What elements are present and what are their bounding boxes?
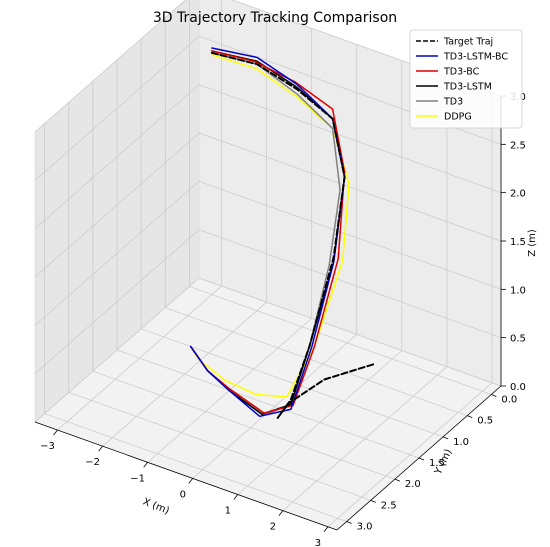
legend: Target Traj TD3-LSTM-BC TD3-BC TD3-LSTM TD3 D… — [409, 29, 523, 129]
y-tick-mark — [467, 415, 473, 419]
x-tick-mark — [323, 526, 329, 533]
y-tick-label: 1.0 — [453, 437, 469, 448]
grid-z-left — [34, 0, 186, 133]
y-tick-mark — [370, 499, 376, 503]
legend-label: Target Traj — [443, 37, 493, 48]
x-tick-label: −3 — [40, 441, 55, 452]
series-line-td3-lstm-bc — [189, 47, 346, 418]
legend-label: TD3-LSTM — [443, 82, 492, 93]
x-tick-label: −2 — [85, 457, 100, 468]
grid-y-floor — [44, 413, 347, 522]
grid-z-left — [34, 277, 200, 423]
x-tick-mark — [233, 494, 239, 500]
series-line-ddpg — [189, 54, 350, 398]
x-tick-label: 3 — [315, 538, 321, 547]
grid-z-back — [198, 84, 502, 193]
y-tick-label: 1.5 — [429, 458, 445, 469]
grid-y-floor — [68, 392, 371, 501]
grid-y-floor — [165, 307, 468, 416]
x-tick-mark — [188, 478, 194, 484]
grid-y-floor — [92, 370, 396, 480]
chart-title: 3D Trajectory Tracking Comparison — [153, 10, 397, 26]
y-tick-mark — [491, 394, 497, 397]
grid-z-left — [34, 84, 200, 229]
grid-z-back — [198, 181, 502, 290]
y-tick-mark — [442, 436, 449, 440]
y-tick-mark — [418, 457, 425, 461]
z-tick-label: 1.0 — [510, 285, 526, 296]
x-tick-label: 2 — [270, 522, 276, 533]
grid-z-left — [34, 229, 200, 374]
grid-z-left — [34, 181, 200, 326]
y-tick-mark — [346, 521, 352, 524]
tick-labels: −3 −2 −1 0 1 2 3 0.0 0.5 1.0 1.5 2.0 2.5 3.0 0.0 0.5 1.0… — [40, 92, 526, 547]
x-tick-mark — [278, 510, 284, 516]
x-tick-mark — [98, 445, 103, 452]
grid-z-left — [34, 132, 200, 278]
legend-label: TD3-BC — [443, 67, 480, 78]
grid-z-back — [198, 229, 502, 338]
z-tick-label: 1.5 — [510, 237, 526, 248]
x-tick-label: −1 — [130, 473, 145, 484]
z-tick-label: 2.0 — [510, 189, 526, 200]
legend-box — [409, 29, 523, 129]
y-tick-label: 0.0 — [501, 394, 517, 405]
y-tick-label: 0.5 — [477, 416, 493, 427]
x-axis-label: X (m) — [141, 496, 171, 517]
y-tick-label: 2.0 — [405, 479, 421, 490]
x-tick-mark — [53, 429, 58, 436]
grid-y-floor — [116, 349, 420, 459]
y-tick-mark — [394, 478, 401, 482]
series-lines — [189, 47, 375, 419]
grid-z-back — [198, 132, 502, 242]
x-tick-label: 1 — [225, 506, 231, 517]
grid-z-back — [198, 277, 502, 387]
z-axis-label: Z (m) — [527, 229, 538, 257]
z-tick-label: 0.0 — [510, 382, 526, 393]
legend-label: TD3 — [443, 97, 463, 108]
z-tick-label: 2.5 — [510, 140, 526, 151]
grid-y-floor — [189, 286, 492, 395]
z-tick-label: 0.5 — [510, 334, 526, 345]
legend-label: DDPG — [444, 112, 472, 123]
grid-z-left — [34, 36, 200, 181]
legend-label: TD3-LSTM-BC — [443, 52, 508, 63]
x-axis-line — [34, 421, 338, 531]
x-tick-label: 0 — [180, 489, 186, 500]
x-tick-mark — [143, 462, 148, 468]
series-line-target-traj — [210, 51, 375, 419]
y-tick-label: 3.0 — [357, 522, 373, 533]
y-tick-label: 2.5 — [381, 500, 397, 511]
